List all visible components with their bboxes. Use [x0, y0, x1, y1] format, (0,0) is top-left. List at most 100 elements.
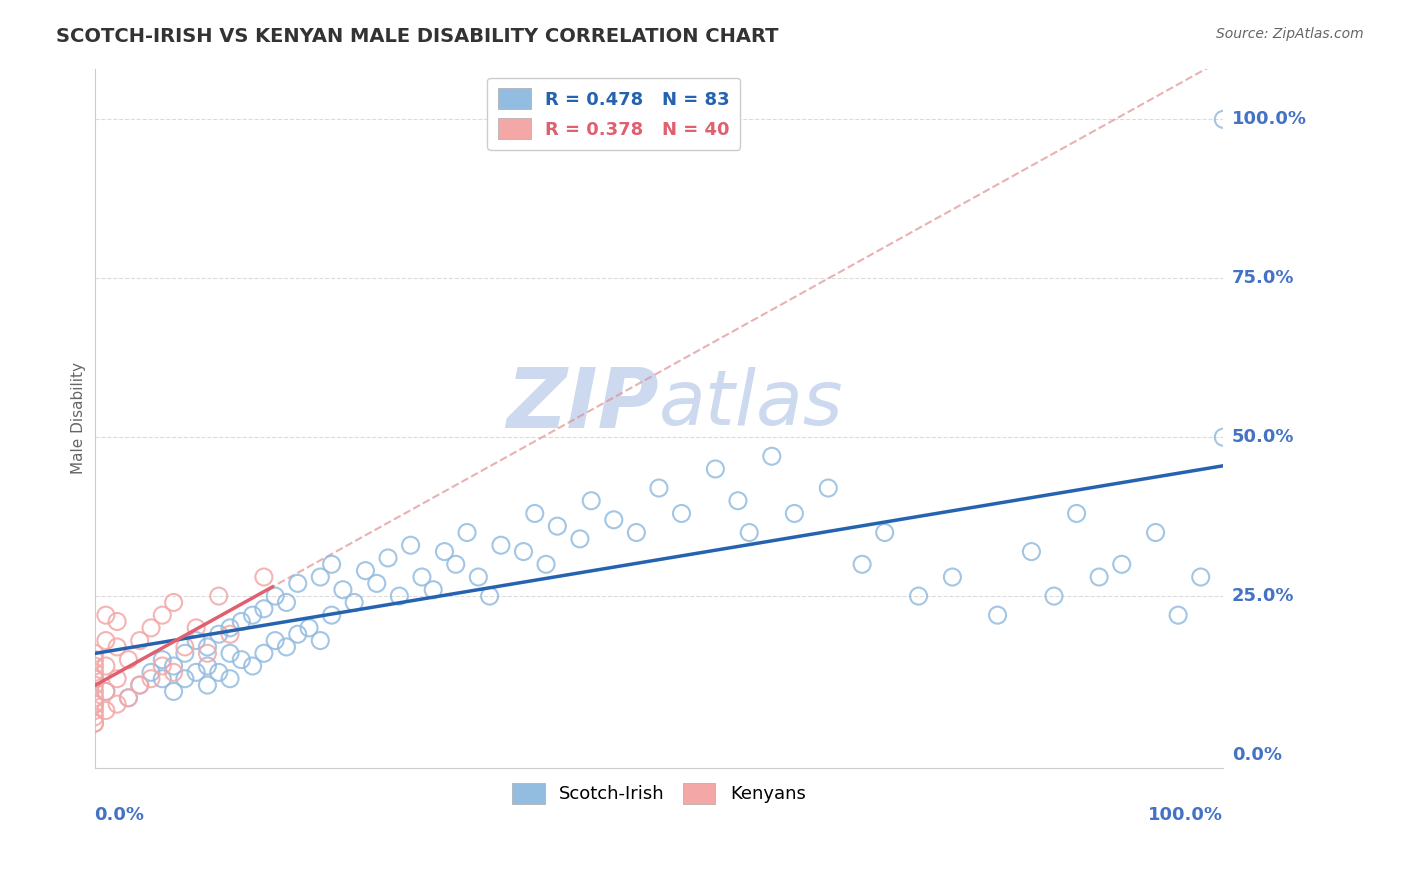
Point — [94, 608, 117, 623]
Point — [411, 570, 433, 584]
Point — [197, 646, 219, 660]
Point — [444, 558, 467, 572]
Point — [738, 525, 761, 540]
Point — [162, 595, 184, 609]
Point — [648, 481, 671, 495]
Point — [117, 690, 139, 705]
Point — [83, 665, 105, 680]
Point — [128, 678, 150, 692]
Point — [534, 558, 557, 572]
Point — [309, 570, 332, 584]
Point — [162, 684, 184, 698]
Point — [83, 690, 105, 705]
Point — [83, 678, 105, 692]
Text: atlas: atlas — [659, 368, 844, 442]
Point — [1111, 558, 1133, 572]
Point — [761, 449, 783, 463]
Point — [139, 665, 162, 680]
Point — [219, 627, 242, 641]
Point — [456, 525, 478, 540]
Point — [83, 716, 105, 731]
Point — [94, 684, 117, 698]
Point — [941, 570, 963, 584]
Point — [105, 672, 128, 686]
Point — [219, 672, 242, 686]
Point — [987, 608, 1010, 623]
Point — [83, 697, 105, 711]
Point — [287, 576, 309, 591]
Legend: Scotch-Irish, Kenyans: Scotch-Irish, Kenyans — [505, 776, 813, 811]
Point — [83, 672, 105, 686]
Point — [139, 672, 162, 686]
Point — [231, 653, 253, 667]
Point — [105, 615, 128, 629]
Point — [399, 538, 422, 552]
Point — [173, 672, 195, 686]
Point — [332, 582, 354, 597]
Point — [105, 697, 128, 711]
Point — [276, 595, 298, 609]
Point — [208, 589, 231, 603]
Point — [1167, 608, 1189, 623]
Point — [1088, 570, 1111, 584]
Point — [128, 633, 150, 648]
Point — [94, 659, 117, 673]
Point — [94, 684, 117, 698]
Text: 0.0%: 0.0% — [1232, 746, 1282, 764]
Point — [366, 576, 388, 591]
Point — [298, 621, 321, 635]
Point — [603, 513, 626, 527]
Point — [276, 640, 298, 654]
Point — [150, 659, 173, 673]
Point — [433, 544, 456, 558]
Point — [83, 704, 105, 718]
Point — [377, 551, 399, 566]
Point — [150, 653, 173, 667]
Point — [704, 462, 727, 476]
Point — [219, 621, 242, 635]
Point — [671, 507, 693, 521]
Point — [489, 538, 512, 552]
Point — [197, 640, 219, 654]
Point — [264, 589, 287, 603]
Point — [83, 646, 105, 660]
Point — [321, 608, 343, 623]
Point — [321, 558, 343, 572]
Point — [264, 633, 287, 648]
Point — [128, 678, 150, 692]
Text: 100.0%: 100.0% — [1149, 806, 1223, 824]
Point — [309, 633, 332, 648]
Point — [186, 633, 208, 648]
Point — [287, 627, 309, 641]
Point — [105, 640, 128, 654]
Point — [162, 665, 184, 680]
Point — [242, 659, 264, 673]
Point — [422, 582, 444, 597]
Point — [851, 558, 873, 572]
Point — [626, 525, 648, 540]
Point — [1066, 507, 1088, 521]
Point — [94, 704, 117, 718]
Point — [1212, 430, 1234, 444]
Point — [173, 640, 195, 654]
Point — [568, 532, 591, 546]
Point — [727, 493, 749, 508]
Point — [1212, 112, 1234, 127]
Point — [907, 589, 929, 603]
Y-axis label: Male Disability: Male Disability — [72, 362, 86, 475]
Point — [253, 646, 276, 660]
Text: 100.0%: 100.0% — [1232, 111, 1306, 128]
Point — [83, 672, 105, 686]
Point — [150, 672, 173, 686]
Point — [162, 659, 184, 673]
Point — [94, 633, 117, 648]
Point — [354, 564, 377, 578]
Point — [242, 608, 264, 623]
Point — [1144, 525, 1167, 540]
Point — [478, 589, 501, 603]
Text: ZIP: ZIP — [506, 364, 659, 444]
Point — [186, 665, 208, 680]
Text: Source: ZipAtlas.com: Source: ZipAtlas.com — [1216, 27, 1364, 41]
Point — [83, 684, 105, 698]
Point — [83, 653, 105, 667]
